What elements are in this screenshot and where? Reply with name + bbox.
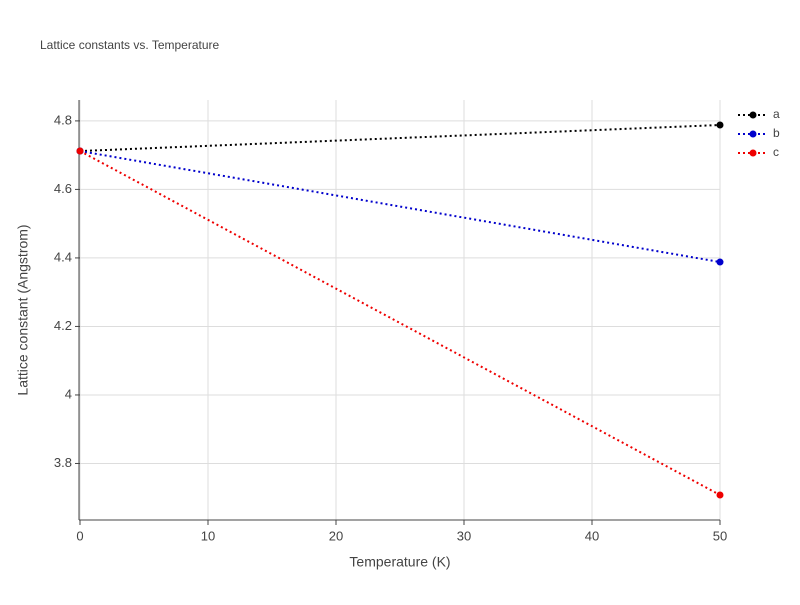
legend-label: b <box>773 126 780 140</box>
y-tick-label: 4 <box>65 386 72 401</box>
point <box>716 491 724 499</box>
series-line <box>79 150 721 496</box>
y-tick-label: 3.8 <box>54 455 72 470</box>
legend-marker <box>749 111 757 119</box>
y-axis-label: Lattice constant (Angstrom) <box>15 224 31 395</box>
y-tick-label: 4.8 <box>54 112 72 127</box>
legend-marker <box>749 130 757 138</box>
legend-label: c <box>773 145 779 159</box>
x-tick-label: 30 <box>457 528 471 543</box>
legend-label: a <box>773 107 780 121</box>
x-tick-label: 40 <box>585 528 599 543</box>
x-axis-label: Temperature (K) <box>349 554 450 570</box>
x-tick-label: 20 <box>329 528 343 543</box>
y-tick-label: 4.6 <box>54 181 72 196</box>
series-line <box>79 150 721 264</box>
y-tick-label: 4.2 <box>54 318 72 333</box>
x-tick-label: 0 <box>76 528 83 543</box>
series-line <box>79 124 721 153</box>
x-tick-label: 50 <box>713 528 727 543</box>
x-tick-label: 10 <box>201 528 215 543</box>
legend-marker <box>749 149 757 157</box>
chart-title: Lattice constants vs. Temperature <box>40 38 220 52</box>
point <box>716 121 724 129</box>
y-tick-label: 4.4 <box>54 249 72 264</box>
point <box>716 258 724 266</box>
point <box>76 147 84 155</box>
